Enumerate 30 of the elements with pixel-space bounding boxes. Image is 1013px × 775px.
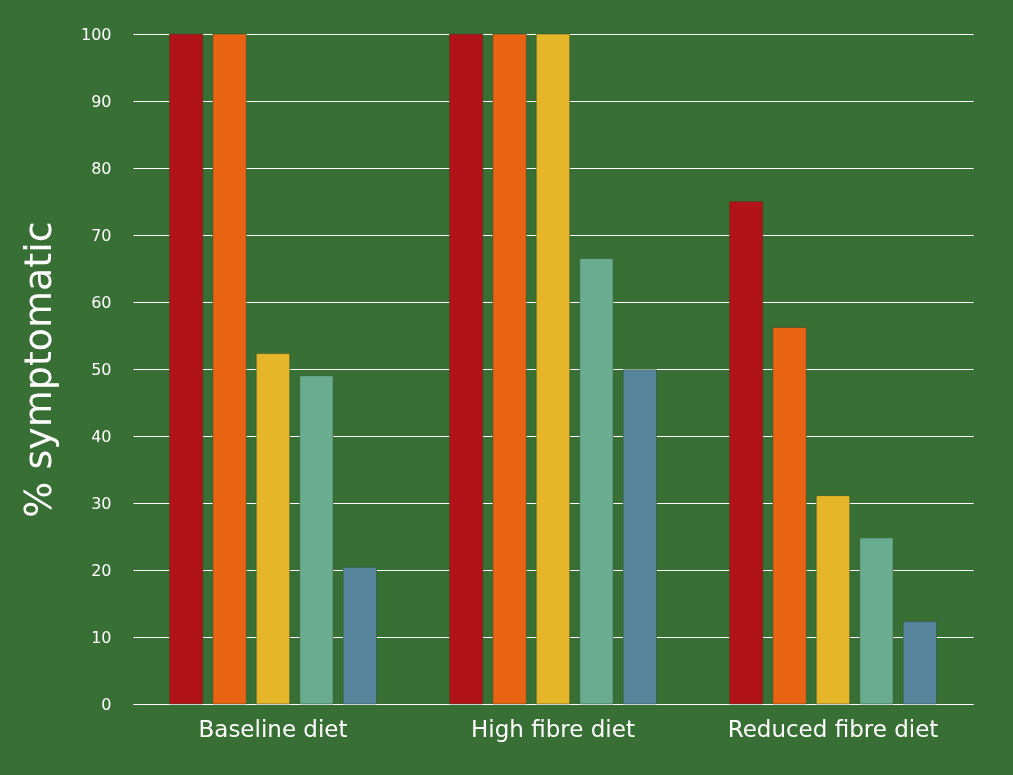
y-tick-label: 0: [101, 694, 112, 714]
bar: [729, 201, 764, 705]
y-tick-label: 60: [91, 292, 112, 312]
bar: [622, 369, 657, 705]
bar: [169, 33, 204, 705]
x-tick-label: High fibre diet: [471, 715, 635, 742]
bar: [342, 567, 377, 705]
bar: [772, 327, 807, 705]
bar: [492, 33, 527, 705]
bar: [902, 621, 937, 705]
y-tick-label: 80: [91, 158, 112, 178]
bar: [212, 33, 247, 705]
y-tick-label: 20: [91, 560, 112, 580]
bar: [256, 353, 290, 705]
bar: [859, 537, 894, 705]
y-tick-label: 10: [91, 627, 112, 647]
bar: [449, 33, 484, 705]
bar: [536, 33, 570, 705]
y-tick-label: 70: [91, 225, 112, 245]
y-axis-title: % symptomatic: [15, 221, 60, 518]
x-tick-label: Baseline diet: [198, 715, 348, 742]
y-tick-label: 30: [91, 493, 112, 513]
y-tick-label: 40: [91, 426, 112, 446]
y-tick-label: 100: [80, 24, 112, 44]
y-tick-label: 90: [91, 91, 112, 111]
bar: [816, 495, 850, 705]
x-tick-label: Reduced fibre diet: [727, 715, 939, 742]
y-tick-label: 50: [91, 359, 112, 379]
bar: [299, 375, 334, 705]
bar: [579, 258, 614, 705]
